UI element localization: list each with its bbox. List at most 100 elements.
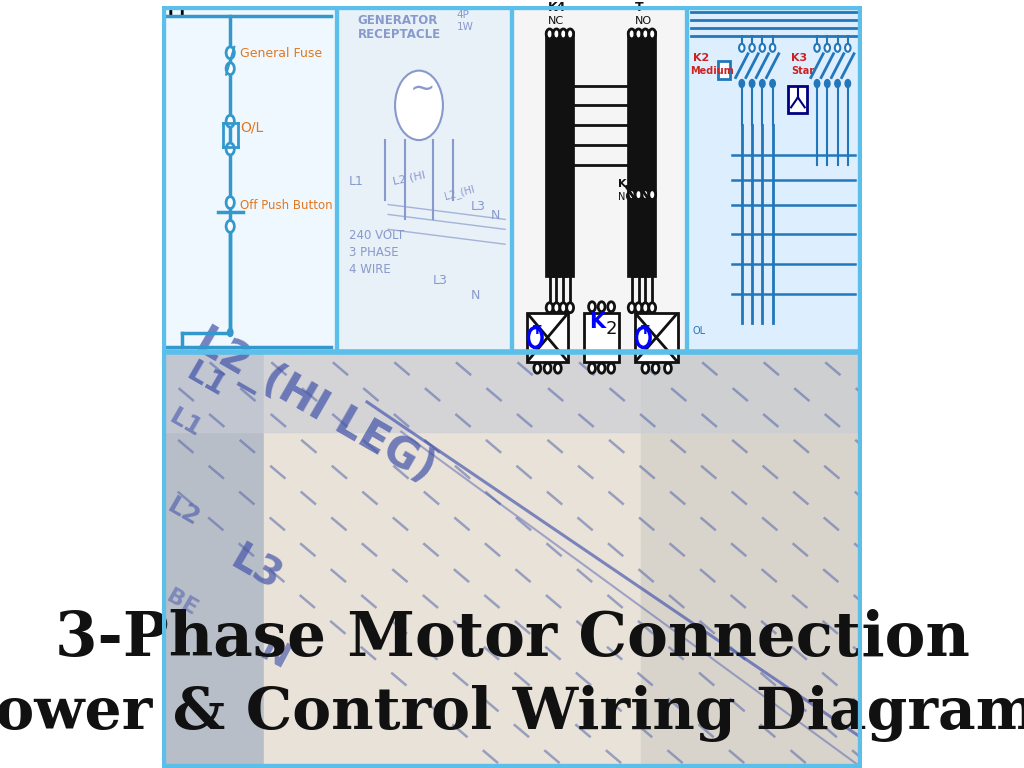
Circle shape: [553, 303, 560, 313]
Text: ~: ~: [410, 74, 435, 104]
Circle shape: [770, 44, 775, 51]
Bar: [337, 6, 512, 353]
Text: L1: L1: [165, 404, 206, 442]
Circle shape: [226, 220, 234, 233]
Text: K3: K3: [618, 179, 634, 189]
Text: T: T: [641, 325, 649, 337]
Circle shape: [544, 363, 551, 373]
Text: OL: OL: [692, 326, 706, 336]
Text: 4P: 4P: [457, 10, 469, 20]
Text: NC: NC: [618, 191, 632, 201]
Circle shape: [665, 363, 672, 373]
Circle shape: [598, 302, 605, 312]
Circle shape: [649, 29, 655, 39]
Circle shape: [226, 63, 234, 74]
Text: K: K: [589, 312, 605, 332]
Text: T: T: [532, 325, 541, 337]
Circle shape: [395, 71, 443, 140]
Circle shape: [760, 80, 765, 88]
Text: L2_(HI: L2_(HI: [443, 184, 475, 203]
Circle shape: [629, 190, 635, 200]
Bar: [264, 353, 880, 768]
Text: BE: BE: [163, 586, 201, 619]
Circle shape: [629, 303, 635, 313]
Text: NC: NC: [548, 16, 564, 26]
Text: L2_(HI LEG): L2_(HI LEG): [187, 319, 442, 492]
Bar: [584, 313, 620, 362]
Circle shape: [226, 197, 234, 209]
Text: L1: L1: [181, 358, 230, 403]
Bar: [641, 353, 862, 768]
Circle shape: [845, 44, 851, 51]
Text: RECEPTACLE: RECEPTACLE: [357, 28, 440, 41]
Circle shape: [546, 303, 553, 313]
Circle shape: [814, 80, 820, 88]
Circle shape: [528, 328, 542, 347]
Bar: [687, 6, 862, 353]
Circle shape: [589, 363, 595, 373]
Text: O/L: O/L: [240, 120, 263, 134]
Circle shape: [553, 29, 560, 39]
Circle shape: [739, 80, 744, 88]
Text: L1: L1: [349, 174, 365, 187]
Text: K4: K4: [548, 1, 566, 14]
Circle shape: [814, 44, 820, 51]
Bar: [512, 6, 687, 353]
Text: Medium: Medium: [690, 65, 734, 75]
Text: K2: K2: [692, 53, 709, 63]
Circle shape: [649, 303, 655, 313]
Text: N: N: [254, 634, 295, 677]
Bar: [162, 353, 285, 768]
Circle shape: [750, 80, 755, 88]
Bar: [162, 353, 862, 432]
Bar: [162, 6, 337, 353]
Text: Power & Control Wiring Diagrams: Power & Control Wiring Diagrams: [0, 685, 1024, 742]
Circle shape: [642, 303, 649, 313]
Text: L3: L3: [223, 540, 288, 598]
Circle shape: [642, 190, 649, 200]
Text: 4 WIRE: 4 WIRE: [349, 263, 391, 276]
Circle shape: [560, 303, 566, 313]
Text: L2: L2: [163, 494, 204, 531]
Circle shape: [554, 363, 561, 373]
Circle shape: [566, 29, 573, 39]
Circle shape: [649, 190, 655, 200]
Circle shape: [226, 143, 234, 155]
Circle shape: [635, 29, 642, 39]
Text: L3: L3: [433, 274, 447, 287]
Circle shape: [760, 44, 765, 51]
Bar: [337, 6, 512, 353]
Bar: [718, 61, 730, 78]
Bar: [527, 313, 568, 362]
Circle shape: [560, 29, 566, 39]
Circle shape: [835, 80, 841, 88]
Text: General Fuse: General Fuse: [240, 47, 322, 60]
Circle shape: [589, 302, 595, 312]
Circle shape: [226, 115, 234, 127]
Text: 2: 2: [606, 320, 617, 339]
Text: NO: NO: [635, 16, 652, 26]
Text: 3 PHASE: 3 PHASE: [349, 246, 399, 259]
Circle shape: [635, 303, 642, 313]
Circle shape: [637, 328, 650, 347]
Circle shape: [835, 44, 841, 51]
Text: N: N: [470, 289, 479, 302]
Text: L3: L3: [470, 200, 485, 213]
Circle shape: [739, 44, 744, 51]
Circle shape: [546, 29, 553, 39]
Circle shape: [608, 302, 614, 312]
Text: T: T: [635, 1, 644, 14]
Bar: [162, 6, 337, 353]
Circle shape: [845, 80, 851, 88]
Circle shape: [642, 363, 649, 373]
Circle shape: [534, 363, 541, 373]
Circle shape: [642, 29, 649, 39]
Circle shape: [635, 190, 642, 200]
Circle shape: [608, 363, 614, 373]
Bar: [687, 6, 862, 353]
Circle shape: [629, 29, 635, 39]
Circle shape: [598, 363, 605, 373]
Circle shape: [652, 363, 659, 373]
Text: K3: K3: [792, 53, 807, 63]
Circle shape: [750, 44, 755, 51]
